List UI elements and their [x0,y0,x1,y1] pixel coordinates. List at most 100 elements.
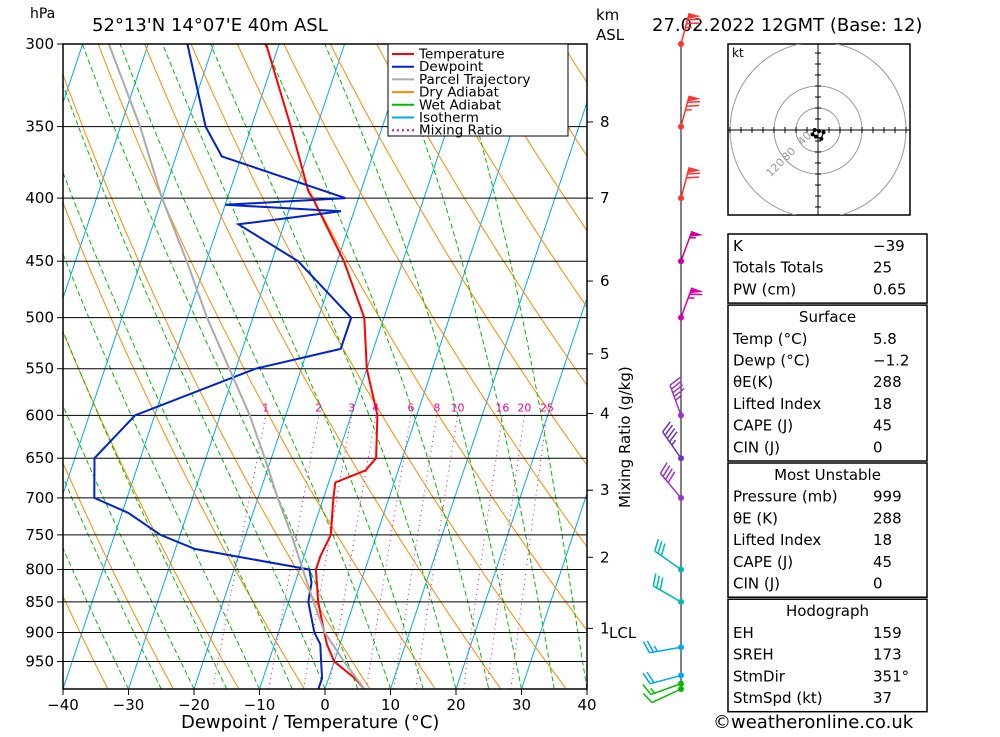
wind-barb-half-feather [672,440,676,445]
wind-barb [643,641,684,653]
wind-barb-staff [651,684,681,695]
surface-row-value: −1.2 [873,352,909,370]
mixing-ratio-value-label: 10 [450,401,464,414]
wind-barb [655,539,684,572]
wind-barb [643,686,684,703]
km-tick-label: 4 [600,405,610,423]
wind-barb-feather [643,685,651,695]
pressure-tick-label: 950 [25,653,54,671]
surface-row-label: Dewp (°C) [733,352,810,370]
location-title: 52°13'N 14°07'E 40m ASL [92,15,328,36]
most-unstable-row-value: 999 [873,488,902,506]
isotherm-line [0,44,148,689]
wind-barb-staff [681,288,692,318]
km-tick-label: 5 [600,345,610,363]
legend-label: Mixing Ratio [419,123,502,139]
wind-barb-feather [660,578,663,590]
wind-barb-feather [687,19,700,20]
copyright-label: ©weatheronline.co.uk [713,712,914,733]
mixing-ratio-line [394,415,437,689]
wind-barb [653,574,684,605]
temperature-tick-label: −40 [47,696,79,714]
surface-row-value: 288 [873,373,902,391]
wind-barb-staff [649,647,681,653]
dry-adiabat-line [330,44,763,689]
hodograph-unit-label: kt [732,46,744,60]
pressure-tick-label: 450 [25,252,54,270]
dry-adiabat-line [52,44,370,689]
mixing-ratio-value-label: 25 [540,401,554,414]
hodograph-trace-point [817,129,821,133]
isotherm-line [456,44,672,689]
most-unstable-row-value: 288 [873,509,902,527]
wet-adiabat-line [389,44,555,689]
surface-row-value: 45 [873,417,892,435]
most-unstable-title: Most Unstable [774,466,881,484]
mixing-ratio-line [213,415,266,689]
pressure-tick-label: 350 [25,118,54,136]
hodograph-indices-title: Hodograph [786,602,869,620]
general-indices-row-value: −39 [873,237,905,255]
hodograph-indices-row-label: EH [733,624,754,642]
wind-barb-pennant [688,167,701,173]
wind-barb-half-feather [651,688,655,693]
isotherm-line [325,44,541,689]
wet-adiabat-line [452,44,587,689]
pressure-tick-label: 700 [25,489,54,507]
hodograph-indices-row-label: StmDir [733,667,786,685]
hodograph-indices-row-value: 351° [873,667,909,685]
hodograph-trace-point [814,135,818,139]
mixing-ratio-value-label: 2 [315,401,322,414]
pressure-tick-label: 850 [25,593,54,611]
hodograph-indices-row-value: 37 [873,689,892,707]
wind-barb-staff [681,231,692,261]
km-tick-label: 2 [600,548,610,566]
most-unstable-row-label: CAPE (J) [733,553,793,571]
dry-adiabat-line [284,44,698,689]
wind-barb [670,377,684,418]
most-unstable-row-label: Lifted Index [733,531,821,549]
wind-barb-feather [653,574,656,586]
surface-row-value: 5.8 [873,330,897,348]
pressure-tick-label: 800 [25,560,54,578]
general-indices-row-label: Totals Totals [732,259,824,277]
wind-barb [643,672,684,684]
hodograph-trace-point [819,137,823,141]
wet-adiabat-line [17,44,292,689]
mixing-ratio-value-label: 4 [372,401,379,414]
dry-adiabat-line [145,44,501,689]
surface-row-value: 18 [873,395,892,413]
km-unit-label: km [596,6,619,24]
wind-barb-feather [661,544,665,556]
surface-row-label: θE(K) [733,373,773,391]
most-unstable-row-value: 18 [873,531,892,549]
wet-adiabat-line [163,44,424,689]
km-tick-label: 8 [600,113,610,131]
mixing-ratio-value-label: 1 [262,401,269,414]
wind-barb-half-feather [654,646,657,652]
wind-barb-staff [653,586,681,602]
general-indices-row-label: PW (cm) [733,280,796,298]
isotherm-line [0,44,17,689]
general-indices-row-value: 25 [873,259,892,277]
most-unstable-row-value: 0 [873,575,883,593]
wind-barb-feather [686,106,699,107]
surface-title: Surface [799,308,856,326]
pressure-tick-label: 400 [25,189,54,207]
wind-barb-half-feather [676,396,681,400]
wind-barb-feather [658,541,662,553]
general-indices-row-label: K [733,237,744,255]
wind-barb-staff [652,689,681,703]
wind-barb-staff [650,675,681,683]
mixing-ratio-value-label: 20 [517,401,531,414]
wind-barb-feather [655,539,659,551]
mixing-ratio-value-label: 8 [433,401,440,414]
wind-barb-pennant [690,288,703,294]
hodograph-indices-row-value: 159 [873,624,902,642]
x-axis-title: Dewpoint / Temperature (°C) [181,712,439,733]
